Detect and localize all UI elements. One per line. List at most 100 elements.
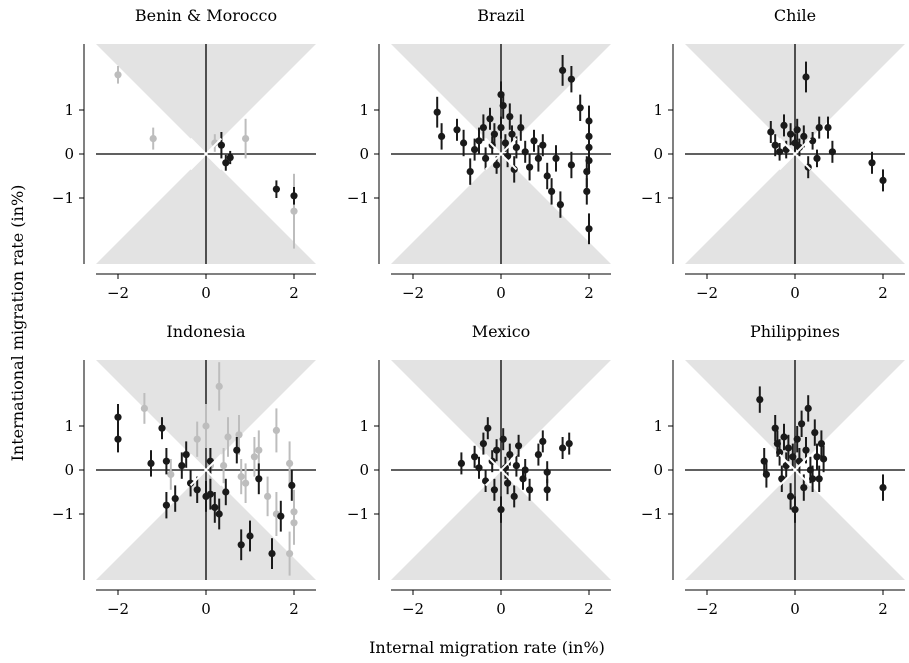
origin-marker — [778, 453, 812, 487]
panel: −2 0 2 1 0 −1 Chile — [641, 6, 905, 302]
data-point — [868, 159, 876, 167]
data-point — [493, 446, 501, 454]
x-tick-label: 0 — [201, 284, 211, 302]
data-point — [167, 470, 175, 478]
data-point — [813, 154, 821, 162]
data-point — [114, 71, 122, 79]
data-point — [178, 462, 186, 470]
x-tick-label: −2 — [696, 284, 718, 302]
y-tick-label: 0 — [64, 145, 74, 163]
data-point — [543, 468, 551, 476]
data-point — [776, 448, 784, 456]
data-point — [771, 141, 779, 149]
x-tick-label: −2 — [402, 284, 424, 302]
data-point — [789, 453, 797, 461]
origin-marker — [189, 453, 223, 487]
data-point — [879, 176, 887, 184]
data-point — [242, 479, 250, 487]
x-tick-label: 2 — [878, 284, 888, 302]
y-tick-label: 0 — [359, 145, 369, 163]
panel-title: Brazil — [477, 6, 525, 25]
data-point — [471, 453, 479, 461]
data-point — [815, 124, 823, 132]
data-point — [508, 130, 516, 138]
data-point — [530, 137, 538, 145]
data-point — [583, 187, 591, 195]
x-tick-label: 2 — [289, 284, 299, 302]
data-point — [787, 492, 795, 500]
data-point — [277, 512, 285, 520]
data-point — [286, 459, 294, 467]
data-point — [250, 453, 258, 461]
data-point — [506, 451, 514, 459]
data-point — [158, 424, 166, 432]
data-point — [486, 115, 494, 123]
data-point — [211, 503, 219, 511]
data-point — [798, 420, 806, 428]
data-point — [290, 207, 298, 215]
x-tick-label: 2 — [289, 600, 299, 618]
data-point — [517, 124, 525, 132]
data-point — [235, 431, 243, 439]
y-tick-label: 0 — [653, 461, 663, 479]
data-point — [776, 148, 784, 156]
data-point — [534, 154, 543, 162]
data-point — [820, 455, 828, 463]
data-point — [114, 413, 122, 421]
data-point — [479, 124, 487, 132]
data-point — [460, 139, 468, 147]
y-tick-label: 1 — [64, 101, 74, 119]
x-axis-label: Internal migration rate (in%) — [369, 638, 605, 657]
data-point — [526, 163, 534, 171]
data-point — [193, 486, 201, 494]
data-point — [585, 117, 593, 125]
data-point — [504, 479, 512, 487]
y-tick-label: 0 — [653, 145, 663, 163]
data-point — [791, 139, 799, 147]
data-point — [756, 396, 764, 404]
panel-title: Benin & Morocco — [135, 6, 277, 25]
origin-marker — [778, 137, 812, 171]
x-tick-label: 2 — [584, 600, 594, 618]
panel-title: Indonesia — [166, 322, 246, 341]
data-point — [585, 225, 593, 233]
data-point — [543, 172, 551, 180]
data-point — [879, 484, 887, 492]
x-tick-label: 2 — [878, 600, 888, 618]
y-tick-label: 1 — [64, 417, 74, 435]
origin-marker — [189, 137, 223, 171]
panel: −2 0 2 1 0 −1 Benin & Morocco — [52, 6, 316, 302]
panel-title: Chile — [774, 6, 816, 25]
x-tick-label: −2 — [696, 600, 718, 618]
data-point — [272, 185, 280, 193]
x-tick-label: 2 — [584, 284, 594, 302]
y-axis-label: International migration rate (in%) — [8, 185, 27, 462]
data-point — [182, 451, 190, 459]
data-point — [255, 446, 263, 454]
data-point — [815, 475, 823, 483]
data-point — [171, 495, 179, 503]
x-tick-label: −2 — [107, 600, 129, 618]
data-point — [268, 550, 276, 558]
y-tick-label: −1 — [347, 505, 369, 523]
origin-marker — [484, 137, 518, 171]
data-point — [453, 126, 461, 134]
data-point — [780, 433, 788, 441]
data-point — [585, 157, 593, 165]
x-tick-label: 0 — [201, 600, 211, 618]
data-point — [556, 201, 565, 209]
data-point — [484, 424, 492, 432]
data-point — [162, 501, 170, 509]
data-point — [543, 486, 551, 494]
data-point — [479, 440, 487, 448]
data-point — [809, 475, 817, 483]
data-point — [233, 446, 241, 454]
data-point — [534, 451, 543, 459]
data-point — [510, 492, 518, 500]
data-point — [490, 130, 498, 138]
data-point — [490, 486, 498, 494]
data-point — [215, 510, 223, 518]
data-point — [264, 492, 272, 500]
data-point — [471, 146, 479, 154]
data-point — [499, 102, 507, 110]
